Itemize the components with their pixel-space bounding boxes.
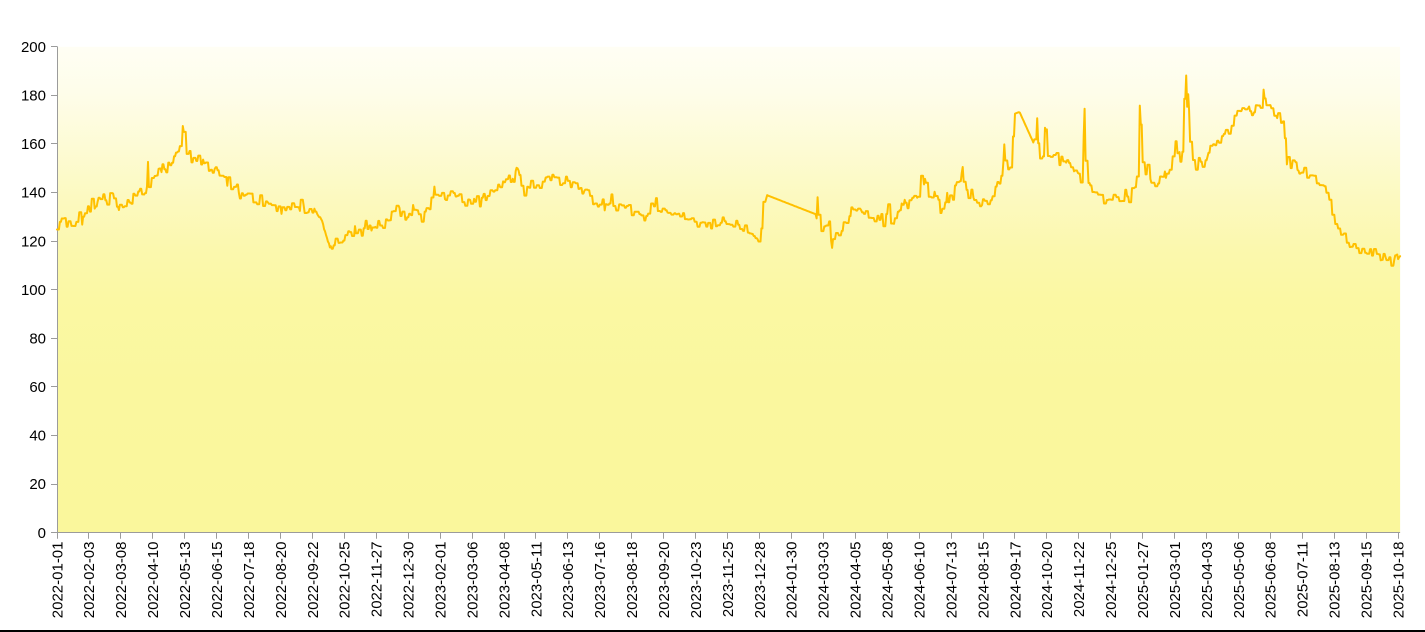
svg-text:2024-03-03: 2024-03-03 <box>816 542 833 619</box>
svg-text:2024-11-22: 2024-11-22 <box>1071 542 1088 618</box>
svg-text:60: 60 <box>29 379 46 396</box>
svg-text:2023-07-16: 2023-07-16 <box>592 542 609 619</box>
svg-text:2024-04-05: 2024-04-05 <box>848 542 865 619</box>
svg-text:2023-04-08: 2023-04-08 <box>496 542 513 619</box>
svg-text:120: 120 <box>21 233 46 250</box>
svg-text:100: 100 <box>21 282 46 299</box>
svg-text:40: 40 <box>29 428 46 445</box>
svg-text:2024-09-17: 2024-09-17 <box>1007 542 1024 619</box>
svg-text:2024-07-13: 2024-07-13 <box>943 542 960 619</box>
svg-text:2025-03-01: 2025-03-01 <box>1167 542 1184 619</box>
svg-text:2025-01-27: 2025-01-27 <box>1135 542 1152 619</box>
svg-text:2024-01-30: 2024-01-30 <box>784 542 801 619</box>
svg-text:160: 160 <box>21 136 46 153</box>
svg-text:2024-08-15: 2024-08-15 <box>975 542 992 619</box>
svg-text:2025-07-11: 2025-07-11 <box>1295 542 1312 618</box>
svg-text:2025-10-18: 2025-10-18 <box>1390 542 1407 619</box>
svg-text:2023-06-13: 2023-06-13 <box>560 542 577 619</box>
svg-text:2025-09-15: 2025-09-15 <box>1359 542 1376 619</box>
svg-text:80: 80 <box>29 331 46 348</box>
svg-text:20: 20 <box>29 476 46 493</box>
svg-text:2022-02-03: 2022-02-03 <box>81 542 98 619</box>
svg-text:2023-08-18: 2023-08-18 <box>624 542 641 619</box>
svg-text:2022-10-25: 2022-10-25 <box>337 542 354 619</box>
svg-text:2023-05-11: 2023-05-11 <box>528 542 545 618</box>
svg-text:2023-02-01: 2023-02-01 <box>433 542 450 619</box>
svg-text:2024-05-08: 2024-05-08 <box>880 542 897 619</box>
svg-text:2022-07-18: 2022-07-18 <box>241 542 258 619</box>
svg-text:2025-04-03: 2025-04-03 <box>1199 542 1216 619</box>
svg-text:200: 200 <box>21 39 46 56</box>
svg-text:2022-01-01: 2022-01-01 <box>49 542 66 619</box>
svg-text:2025-08-13: 2025-08-13 <box>1327 542 1344 619</box>
svg-text:2023-09-20: 2023-09-20 <box>656 542 673 619</box>
svg-text:2022-11-27: 2022-11-27 <box>369 542 386 618</box>
svg-text:2023-10-23: 2023-10-23 <box>688 542 705 619</box>
svg-text:2023-03-06: 2023-03-06 <box>464 542 481 619</box>
svg-text:2022-12-30: 2022-12-30 <box>401 542 418 619</box>
svg-text:180: 180 <box>21 88 46 105</box>
svg-text:2023-11-25: 2023-11-25 <box>720 542 737 618</box>
svg-text:2022-05-13: 2022-05-13 <box>177 542 194 619</box>
svg-text:2022-06-15: 2022-06-15 <box>209 542 226 619</box>
svg-text:2024-06-10: 2024-06-10 <box>912 542 929 619</box>
svg-text:2025-06-08: 2025-06-08 <box>1263 542 1280 619</box>
svg-text:2022-04-10: 2022-04-10 <box>145 542 162 619</box>
svg-text:2024-12-25: 2024-12-25 <box>1103 542 1120 619</box>
svg-text:2023-12-28: 2023-12-28 <box>752 542 769 619</box>
svg-text:2022-09-22: 2022-09-22 <box>305 542 322 619</box>
svg-text:2025-05-06: 2025-05-06 <box>1231 542 1248 619</box>
svg-text:140: 140 <box>21 185 46 202</box>
svg-text:2022-03-08: 2022-03-08 <box>113 542 130 619</box>
svg-text:2024-10-20: 2024-10-20 <box>1039 542 1056 619</box>
svg-text:2022-08-20: 2022-08-20 <box>273 542 290 619</box>
svg-text:0: 0 <box>38 525 46 542</box>
